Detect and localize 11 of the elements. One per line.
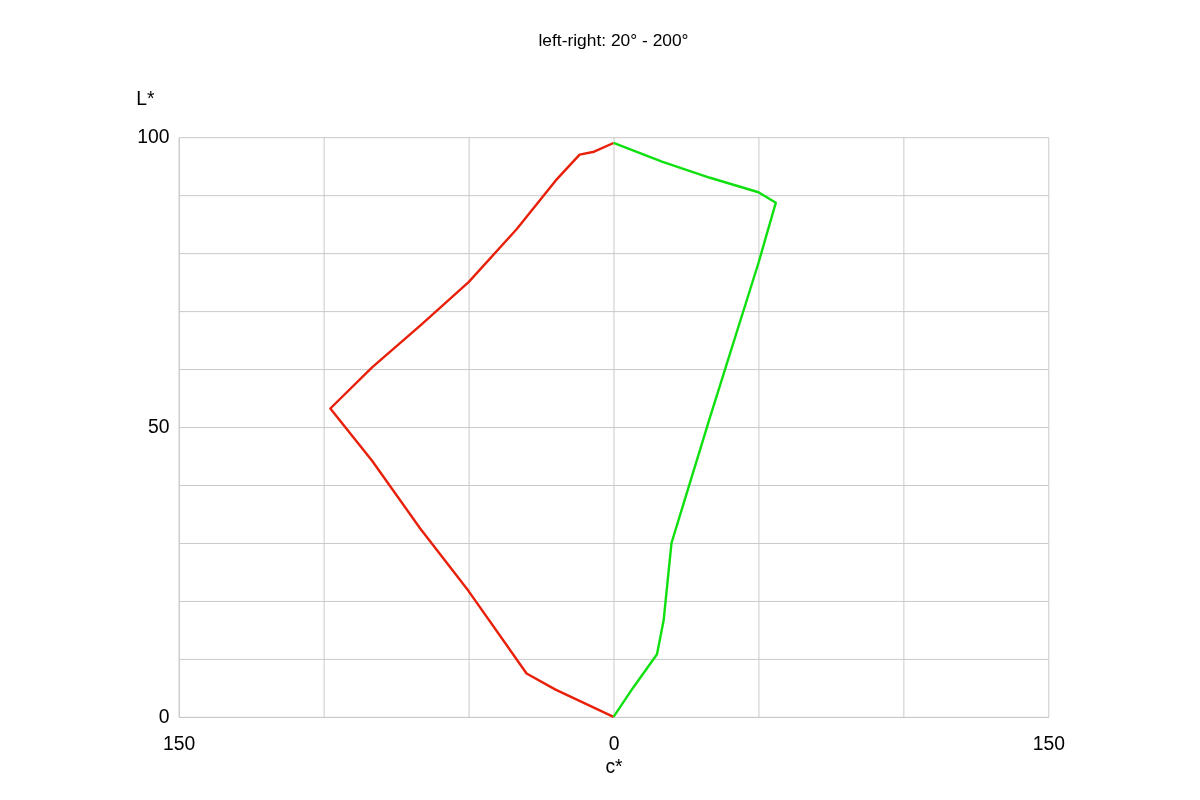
y-tick-label: 50 [148, 416, 170, 438]
line-series [329, 141, 615, 719]
y-tick-label: 0 [158, 706, 170, 728]
x-tick-label: 150 [1032, 733, 1065, 755]
line-series [612, 141, 778, 719]
y-axis-title: L* [136, 87, 156, 109]
y-tick-label: 100 [137, 126, 170, 148]
chart-title: left-right: 20° - 200° [538, 30, 689, 51]
x-axis-title: c* [605, 756, 624, 778]
x-tick-label: 0 [608, 733, 620, 755]
x-tick-label: 150 [163, 733, 196, 755]
